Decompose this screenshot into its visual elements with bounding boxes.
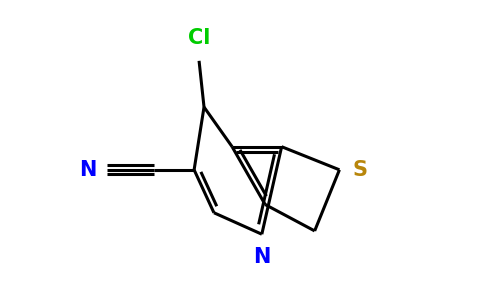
Text: Cl: Cl <box>188 28 210 48</box>
Text: N: N <box>79 160 97 180</box>
Text: N: N <box>253 248 271 267</box>
Text: S: S <box>353 160 368 180</box>
